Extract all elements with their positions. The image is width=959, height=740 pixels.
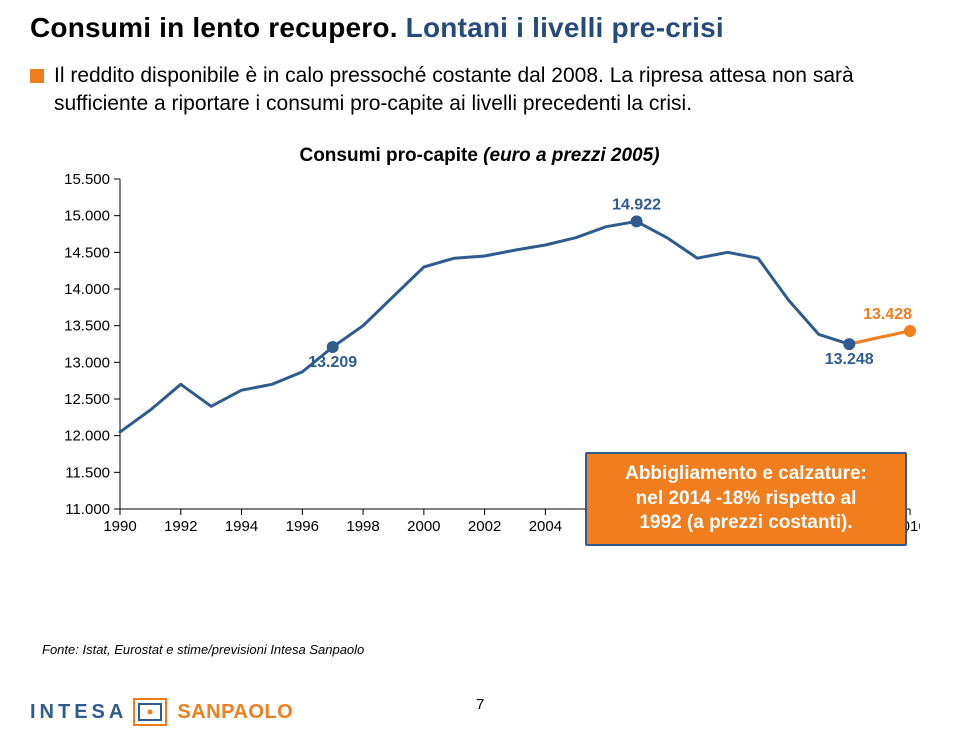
annotation-line: 1992 (a prezzi costanti). — [597, 511, 895, 536]
svg-text:14.500: 14.500 — [64, 244, 110, 261]
svg-text:1992: 1992 — [164, 518, 197, 535]
bullet-square-icon — [30, 69, 44, 83]
svg-text:11.000: 11.000 — [65, 501, 110, 518]
logo-box-icon — [133, 698, 167, 726]
chart-title: Consumi pro-capite (euro a prezzi 2005) — [30, 145, 929, 167]
logo-intesa-text: INTESA — [30, 701, 127, 724]
slide-page: Consumi in lento recupero. Lontani i liv… — [0, 0, 959, 740]
bullet-text: Il reddito disponibile è in calo pressoc… — [54, 62, 929, 119]
svg-text:1990: 1990 — [103, 518, 136, 535]
svg-text:2004: 2004 — [528, 518, 561, 535]
logo-intesa: INTESA — [30, 698, 167, 726]
annotation-line: Abbigliamento e calzature: — [597, 462, 895, 487]
svg-text:13.428: 13.428 — [863, 306, 912, 323]
annotation-line: nel 2014 -18% rispetto al — [597, 487, 895, 512]
page-number: 7 — [476, 696, 484, 713]
title-part-2: Lontani i livelli pre-crisi — [406, 12, 724, 43]
svg-text:1994: 1994 — [224, 518, 257, 535]
svg-text:14.000: 14.000 — [64, 281, 110, 298]
chart-title-italic: (euro a prezzi 2005) — [483, 145, 659, 166]
bullet-block: Il reddito disponibile è in calo pressoc… — [30, 62, 929, 119]
svg-text:15.000: 15.000 — [64, 207, 110, 224]
source-caption: Fonte: Istat, Eurostat e stime/prevision… — [42, 642, 364, 657]
svg-text:1998: 1998 — [346, 518, 379, 535]
svg-text:1996: 1996 — [285, 518, 318, 535]
bullet-row: Il reddito disponibile è in calo pressoc… — [30, 62, 929, 119]
svg-text:13.248: 13.248 — [824, 351, 873, 368]
logo-sanpaolo-text: SANPAOLO — [177, 701, 293, 724]
svg-text:13.500: 13.500 — [64, 317, 110, 334]
svg-text:2002: 2002 — [467, 518, 500, 535]
svg-text:14.922: 14.922 — [612, 196, 661, 213]
chart-title-plain: Consumi pro-capite — [299, 145, 483, 166]
title-part-1: Consumi in lento recupero. — [30, 12, 406, 43]
logo-row: INTESA SANPAOLO — [30, 698, 293, 726]
svg-text:2000: 2000 — [407, 518, 440, 535]
svg-text:12.000: 12.000 — [64, 427, 110, 444]
svg-text:15.500: 15.500 — [64, 171, 110, 188]
svg-text:11.500: 11.500 — [65, 464, 110, 481]
page-title: Consumi in lento recupero. Lontani i liv… — [30, 12, 929, 44]
svg-text:13.000: 13.000 — [64, 354, 110, 371]
annotation-box: Abbigliamento e calzature:nel 2014 -18% … — [585, 452, 907, 546]
svg-text:13.209: 13.209 — [308, 354, 357, 371]
svg-text:12.500: 12.500 — [64, 391, 110, 408]
